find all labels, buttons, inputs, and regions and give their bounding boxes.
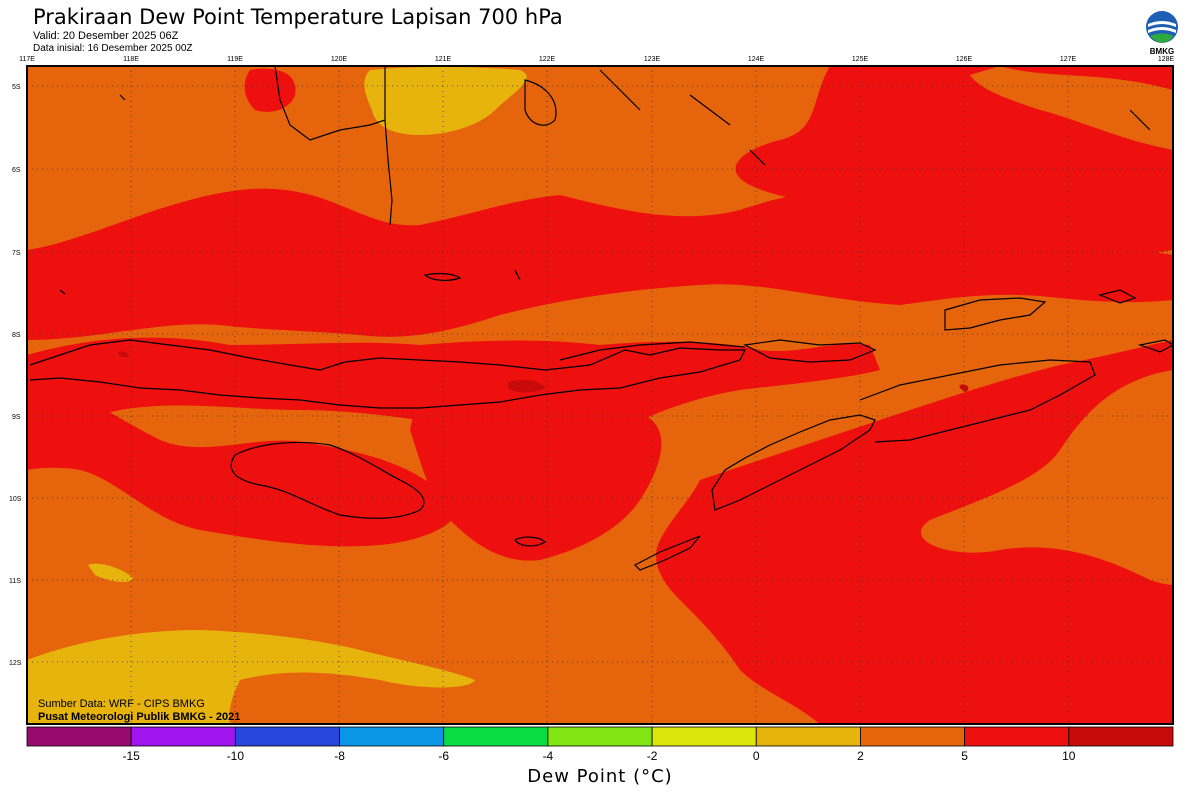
- colorbar-swatch: [860, 726, 966, 747]
- field-red-west-south: [27, 380, 456, 547]
- lon-label: 127E: [1060, 56, 1077, 63]
- field-yellow-north: [364, 67, 527, 135]
- lon-labels: 117E 118E 119E 120E 121E 122E 123E 124E …: [19, 56, 1174, 63]
- coast-tanimbar: [1098, 289, 1173, 353]
- valid-time: Valid: 20 Desember 2025 06Z: [33, 30, 179, 42]
- colorbar-tick-label: -2: [647, 749, 658, 763]
- field-red-east: [656, 340, 1173, 724]
- coast-sulawesi-west: [274, 66, 386, 141]
- coast-sumba: [230, 441, 425, 519]
- graticule: [27, 66, 1173, 724]
- field-orange-east-cut: [920, 370, 1173, 585]
- page-title: Prakiraan Dew Point Temperature Lapisan …: [33, 5, 563, 29]
- coast-wetar: [743, 339, 877, 363]
- coast-sumbawa-lombok: [29, 339, 746, 409]
- lon-label: 126E: [956, 56, 973, 63]
- colorbar-ticks: -15 -10 -8 -6 -4 -2 0 2 5 10: [123, 749, 1076, 763]
- lon-label: 125E: [852, 56, 869, 63]
- source-line-2: Pusat Meteorologi Publik BMKG - 2021: [38, 711, 240, 723]
- lat-label: 8S: [12, 332, 21, 339]
- colorbar-swatch: [443, 726, 549, 747]
- colorbar-swatch: [1068, 726, 1174, 747]
- colorbar-tick-label: 0: [753, 749, 760, 763]
- coast-sabu: [514, 536, 546, 547]
- lat-label: 6S: [12, 167, 21, 174]
- colorbar-swatch: [547, 726, 653, 747]
- colorbar-tick-label: 5: [961, 749, 968, 763]
- field-red-south-blob: [410, 380, 662, 561]
- field-yellow-south: [27, 630, 475, 724]
- field-yellow-sw-small: [88, 563, 133, 582]
- colorbar-tick-label: 10: [1062, 749, 1076, 763]
- colorbar-swatch: [339, 726, 445, 747]
- coast-flores: [559, 341, 746, 361]
- coast-timor: [711, 414, 876, 511]
- colorbar-swatch: [234, 726, 340, 747]
- lon-label: 118E: [123, 56, 139, 63]
- bmkg-logo: BMKG: [1146, 11, 1178, 56]
- coast-selayar: [423, 272, 462, 281]
- lat-labels: 5S 6S 7S 8S 9S 10S 11S 12S: [9, 84, 22, 667]
- lon-label: 117E: [19, 56, 35, 63]
- colorbar-swatch: [964, 726, 1070, 747]
- lon-label: 123E: [644, 56, 661, 63]
- lon-label: 120E: [331, 56, 348, 63]
- field-orange-ne-cut: [970, 66, 1173, 150]
- lat-label: 7S: [12, 250, 21, 257]
- lat-label: 5S: [12, 84, 21, 91]
- logo-text: BMKG: [1150, 47, 1174, 56]
- coastlines: [29, 66, 1173, 571]
- colorbar-swatch: [26, 726, 132, 747]
- lat-label: 9S: [12, 414, 21, 421]
- lon-label: 121E: [435, 56, 452, 63]
- source-line-1: Sumber Data: WRF - CIPS BMKG: [38, 698, 205, 710]
- coast-babar: [944, 297, 1047, 331]
- colorbar-tick-label: -4: [543, 749, 554, 763]
- coast-sulawesi-south: [384, 66, 393, 226]
- colorbar-tick-label: -15: [123, 749, 141, 763]
- lat-label: 11S: [9, 578, 21, 585]
- colorbar-label: Dew Point (°C): [527, 766, 673, 787]
- coast-islets: [59, 69, 1151, 295]
- colorbar-tick-label: -8: [334, 749, 345, 763]
- colorbar-tick-label: -10: [227, 749, 245, 763]
- init-time: Data inisial: 16 Desember 2025 00Z: [33, 43, 193, 54]
- lat-label: 10S: [9, 496, 22, 503]
- lon-label: 119E: [227, 56, 243, 63]
- coast-timor-east: [859, 359, 1096, 443]
- map-frame: [26, 65, 1174, 725]
- lon-label: 124E: [748, 56, 765, 63]
- colorbar-swatch: [130, 726, 236, 747]
- lat-label: 12S: [9, 660, 22, 667]
- lon-label: 128E: [1158, 56, 1175, 63]
- colorbar: [26, 726, 1174, 747]
- lon-label: 122E: [539, 56, 556, 63]
- colorbar-tick-label: 2: [857, 749, 864, 763]
- coast-buton: [524, 79, 557, 126]
- field-red-north-small: [244, 68, 296, 112]
- colorbar-swatch: [651, 726, 757, 747]
- colorbar-swatch: [755, 726, 861, 747]
- dewpoint-field: [27, 66, 1173, 724]
- field-red-central: [27, 188, 1173, 340]
- coast-rote: [633, 535, 701, 571]
- colorbar-tick-label: -6: [438, 749, 449, 763]
